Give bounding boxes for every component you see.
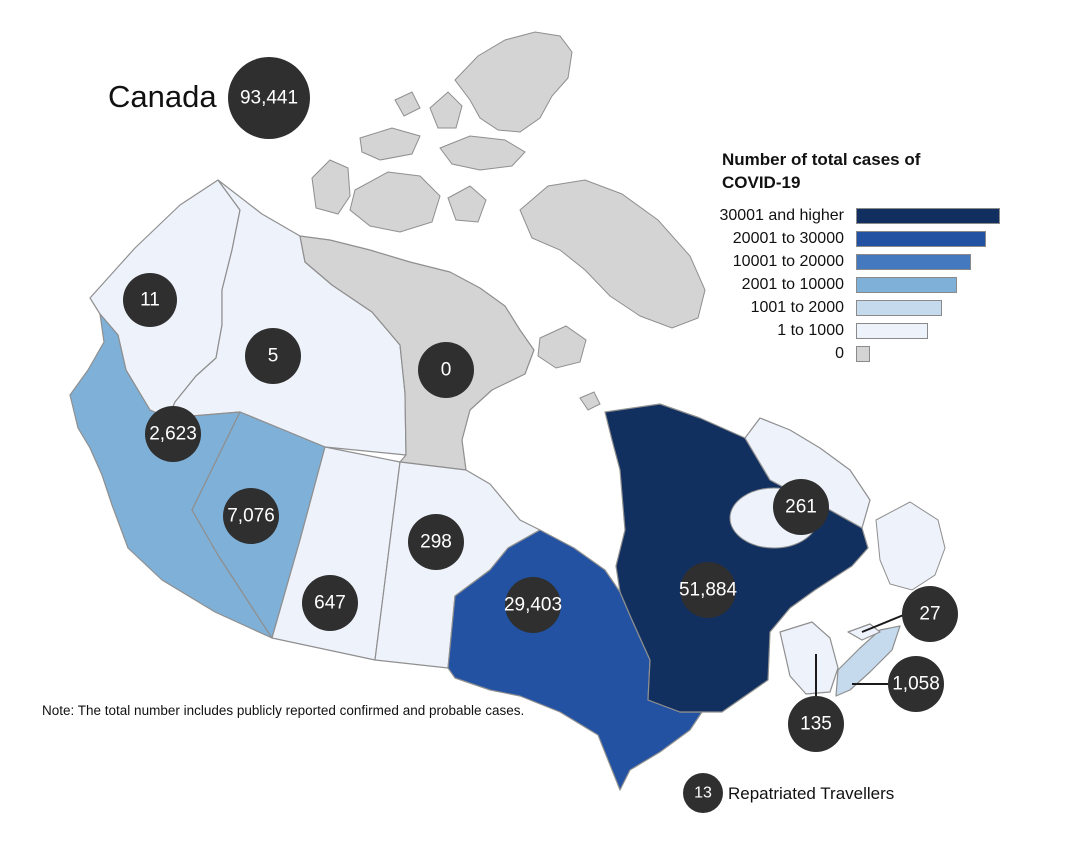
bubble-ontario: 29,403: [504, 577, 562, 633]
legend-item-label: 0: [835, 345, 844, 362]
bubble-prince-edward-island: 27: [902, 586, 958, 642]
legend-item: 20001 to 30000: [690, 229, 990, 249]
legend-item: 1001 to 2000: [690, 298, 990, 318]
bubble-nunavut-value: 0: [441, 360, 452, 381]
region-nunavut-island-melville: [359, 127, 421, 161]
legend-item-swatch: [856, 208, 1000, 224]
bubble-manitoba: 298: [408, 514, 464, 570]
legend-item-label: 10001 to 20000: [732, 253, 844, 270]
bubble-saskatchewan: 647: [302, 575, 358, 631]
bubble-nova-scotia-value: 1,058: [892, 674, 940, 695]
region-nunavut-island-victoria: [349, 171, 441, 233]
footnote: Note: The total number includes publicly…: [42, 703, 525, 718]
region-nunavut-island-axel: [429, 91, 463, 129]
bubble-new-brunswick: 135: [788, 696, 844, 752]
legend-item-swatch: [856, 346, 870, 362]
bubble-repatriated-travellers-circle: [683, 773, 723, 813]
bubble-nunavut: 0: [418, 342, 474, 398]
legend-item-label: 30001 and higher: [719, 207, 844, 224]
bubble-british-columbia: 2,623: [145, 406, 201, 462]
bubble-newfoundland-labrador-value: 261: [785, 497, 817, 518]
arctic-islands: [311, 31, 706, 411]
bubble-quebec-circle: [680, 562, 736, 618]
region-nova-scotia: [835, 625, 901, 697]
region-british-columbia: [69, 313, 273, 639]
legend-item-label: 20001 to 30000: [732, 230, 844, 247]
bubble-repatriated-travellers-value: 13: [694, 785, 712, 802]
total-bubble-value: 93,441: [240, 88, 298, 109]
region-nunavut-island-ellesmere: [454, 31, 573, 133]
region-nunavut-island-devon: [439, 135, 526, 171]
bubble-new-brunswick-circle: [788, 696, 844, 752]
bubble-alberta-circle: [223, 488, 279, 544]
bubble-alberta: 7,076: [223, 488, 279, 544]
legend-item: 0: [690, 344, 990, 364]
legend-item-swatch: [856, 254, 971, 270]
bubble-quebec-value: 51,884: [679, 580, 738, 601]
legend-item-swatch: [856, 231, 986, 247]
legend-item-label: 2001 to 10000: [741, 276, 844, 293]
region-nunavut-island-belcher: [579, 391, 601, 411]
bubble-northwest-territories-value: 5: [268, 346, 279, 367]
bubble-saskatchewan-circle: [302, 575, 358, 631]
bubble-manitoba-circle: [408, 514, 464, 570]
legend-item: 30001 and higher: [690, 206, 1000, 226]
bubble-prince-edward-island-circle: [902, 586, 958, 642]
region-nunavut-island-small: [394, 91, 421, 117]
bubble-newfoundland-labrador-circle: [773, 479, 829, 535]
bubble-alberta-value: 7,076: [227, 506, 275, 527]
region-nunavut-island-banks: [311, 159, 351, 215]
legend-item: 2001 to 10000: [690, 275, 990, 295]
repatriated-travellers-label: Repatriated Travellers: [728, 784, 895, 803]
bubble-yukon: 11: [123, 273, 177, 327]
total-bubble: 93,441: [228, 57, 310, 139]
map-title: Canada: [108, 79, 217, 114]
bubble-nova-scotia: 1,058: [888, 656, 944, 712]
bubble-ontario-value: 29,403: [504, 595, 562, 616]
bubble-quebec: 51,884: [679, 562, 738, 618]
bubble-prince-edward-island-value: 27: [919, 604, 940, 625]
bubble-british-columbia-value: 2,623: [149, 424, 197, 445]
region-nunavut-island-southampton: [537, 325, 587, 369]
region-nunavut: [299, 235, 535, 471]
legend-item-swatch: [856, 323, 928, 339]
bubble-nunavut-circle: [418, 342, 474, 398]
bubble-ontario-circle: [505, 577, 561, 633]
region-newfoundland-island: [875, 501, 946, 591]
legend-item-swatch: [856, 277, 957, 293]
bubble-repatriated-travellers: 13: [683, 773, 723, 813]
total-bubble-circle: [228, 57, 310, 139]
legend-item-label: 1 to 1000: [777, 322, 844, 339]
leader-line-pei: [861, 613, 907, 633]
legend-item-label: 1001 to 2000: [750, 299, 844, 316]
legend-item: 1 to 1000: [690, 321, 990, 341]
region-new-brunswick: [779, 621, 839, 695]
legend-title: Number of total cases of COVID-19: [722, 150, 921, 192]
bubble-british-columbia-circle: [145, 406, 201, 462]
region-nunavut-island-prince: [447, 185, 487, 223]
legend-item-swatch: [856, 300, 942, 316]
bubble-yukon-circle: [123, 273, 177, 327]
bubble-northwest-territories-circle: [245, 328, 301, 384]
bubble-newfoundland-labrador: 261: [773, 479, 829, 535]
bubble-nova-scotia-circle: [888, 656, 944, 712]
bubble-saskatchewan-value: 647: [314, 593, 346, 614]
bubble-manitoba-value: 298: [420, 532, 452, 553]
region-nunavut-island-baffin: [519, 179, 706, 329]
bubble-northwest-territories: 5: [245, 328, 301, 384]
bubble-new-brunswick-value: 135: [800, 714, 832, 735]
legend-item: 10001 to 20000: [690, 252, 990, 272]
bubble-yukon-value: 11: [140, 290, 160, 311]
